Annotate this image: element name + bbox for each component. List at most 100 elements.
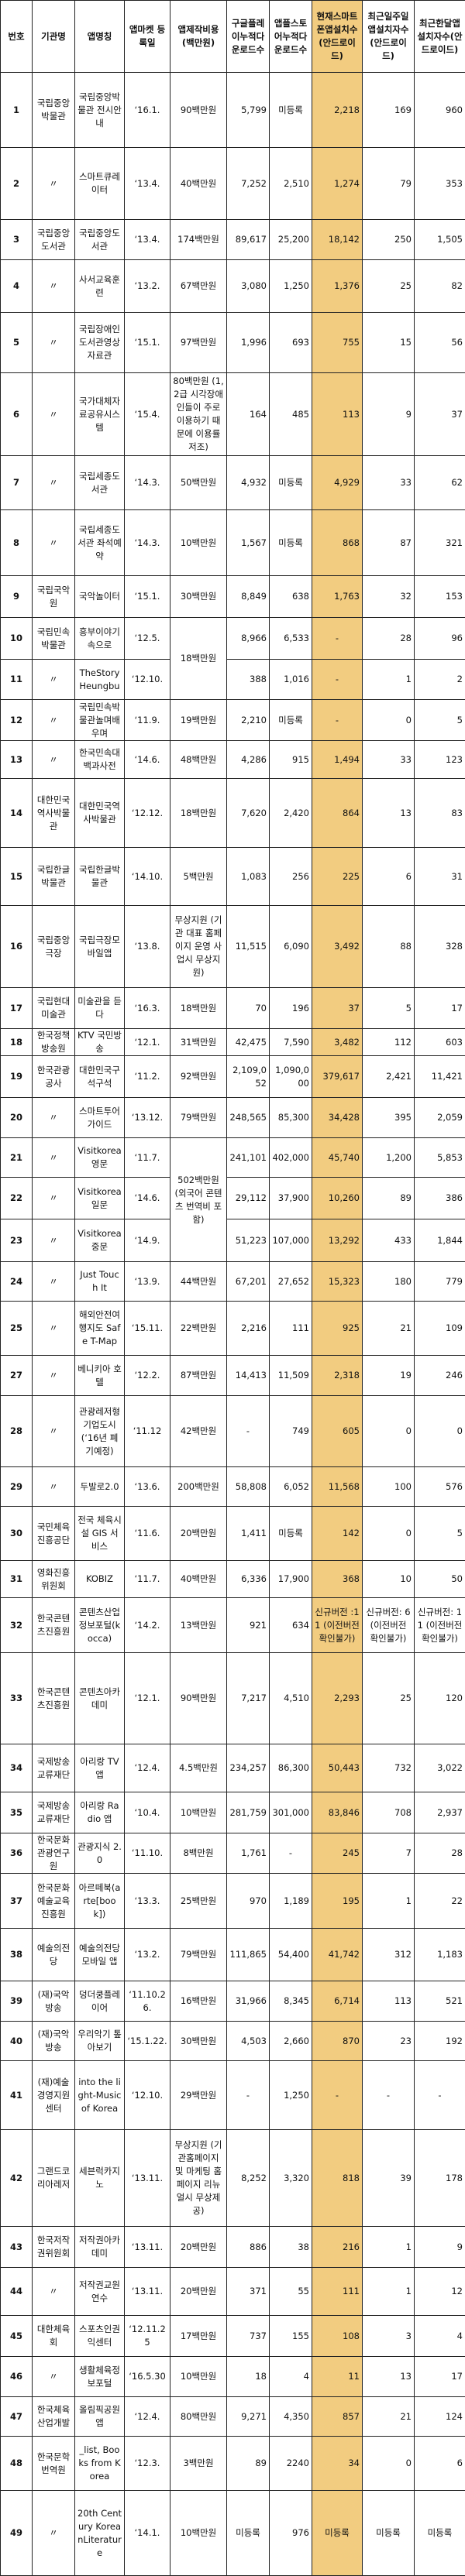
cell-google-downloads: 2,109,052	[226, 1055, 270, 1098]
cell-current-installs: 113	[312, 372, 363, 456]
cell-weekly-installs: 33	[362, 455, 415, 510]
cell-organization: 한국체육산업개발	[32, 2396, 75, 2437]
cell-weekly-installs: 신규버전: 6 (이전버전 확인불가)	[362, 1597, 415, 1653]
cell-weekly-installs: 10	[362, 1560, 415, 1598]
cell-google-downloads: 6,336	[226, 1560, 270, 1598]
cell-weekly-installs: 312	[362, 1928, 415, 1981]
cell-weekly-installs: 732	[362, 1744, 415, 1792]
cell-current-installs: 83,846	[312, 1792, 363, 1833]
cell-appstore-downloads: 693	[269, 312, 312, 373]
table-row: 47 한국체육산업개발 올림픽공원 앱 ‘12.4. 80백만원 9,271 4,350 85…	[0, 2396, 465, 2437]
cell-monthly-installs: 12	[414, 2267, 465, 2316]
cell-google-downloads: 921	[226, 1597, 270, 1653]
cell-organization: 〃	[32, 1261, 75, 1302]
cell-cost: 29백만원	[170, 2060, 227, 2130]
cell-organization: 영화진흥위원회	[32, 1560, 75, 1598]
table-row: 44 〃 저작권교원연수 ‘13.11. 20백만원 371 55 111 1 12	[0, 2267, 465, 2316]
cell-organization: 한국콘텐츠진흥원	[32, 1597, 75, 1653]
cell-current-installs: 34	[312, 2436, 363, 2491]
cell-monthly-installs: 521	[414, 1981, 465, 2022]
cell-appstore-downloads: 미등록	[269, 1506, 312, 1561]
cell-organization: (재)국악방송	[32, 2021, 75, 2061]
cell-appstore-downloads: 485	[269, 372, 312, 456]
header-organization: 기관명	[32, 0, 75, 73]
cell-appstore-downloads: 38	[269, 2226, 312, 2268]
cell-no: 21	[0, 1137, 33, 1178]
cell-google-downloads: 1,761	[226, 1833, 270, 1874]
cell-monthly-installs: 124	[414, 2396, 465, 2437]
cell-current-installs: 870	[312, 2021, 363, 2061]
cell-registration-date: ‘11.6.	[124, 1506, 170, 1561]
cell-monthly-installs: 960	[414, 72, 465, 148]
cell-cost: 30백만원	[170, 575, 227, 618]
cell-weekly-installs: 1	[362, 2226, 415, 2268]
cell-monthly-installs: 353	[414, 147, 465, 220]
cell-weekly-installs: 9	[362, 372, 415, 456]
cell-monthly-installs: -	[414, 2060, 465, 2130]
cell-organization: 〃	[32, 147, 75, 220]
cell-app-name: 올림픽공원 앱	[74, 2396, 125, 2437]
cell-app-name: Visitkorea 영문	[74, 1137, 125, 1178]
cell-monthly-installs: 5	[414, 699, 465, 741]
cell-monthly-installs: 192	[414, 2021, 465, 2061]
table-row: 34 국제방송교류재단 아리랑 TV 앱 ‘12.4. 4.5백만원 234,257 86,…	[0, 1744, 465, 1792]
cell-google-downloads: 8,966	[226, 617, 270, 660]
cell-organization: 〃	[32, 312, 75, 373]
table-row: 45 대한체육회 스포츠인권익센터 ‘12.11.25 17백만원 737 155 108 3 4	[0, 2315, 465, 2357]
cell-google-downloads: 164	[226, 372, 270, 456]
table-row: 39 (재)국악방송 덩더쿵플레이어 ‘11.10.26. 16백만원 31,966 8,3…	[0, 1981, 465, 2022]
header-no: 번호	[0, 0, 33, 73]
cell-google-downloads: 737	[226, 2315, 270, 2357]
cell-current-installs: -	[312, 2060, 363, 2130]
cell-organization: (재)예술경영지원센터	[32, 2060, 75, 2130]
cell-weekly-installs: 180	[362, 1261, 415, 1302]
cell-cost: 17백만원	[170, 2315, 227, 2357]
cell-appstore-downloads: 7,590	[269, 1028, 312, 1056]
cell-registration-date: ‘11.7.	[124, 1137, 170, 1178]
cell-appstore-downloads: 2,510	[269, 147, 312, 220]
cell-google-downloads: 886	[226, 2226, 270, 2268]
table-row: 33 한국콘텐츠진흥원 콘텐츠아카데미 ‘12.1. 90백만원 7,217 4,510 2,…	[0, 1652, 465, 1744]
cell-current-installs: 111	[312, 2267, 363, 2316]
cell-weekly-installs: 1	[362, 2267, 415, 2316]
cell-cost: 13백만원	[170, 1597, 227, 1653]
cell-registration-date: ‘16.1.	[124, 72, 170, 148]
cell-current-installs: 605	[312, 1395, 363, 1467]
cell-weekly-installs: 88	[362, 905, 415, 988]
header-cost: 앱제작비용 (백만원)	[170, 0, 227, 73]
cell-monthly-installs: 37	[414, 372, 465, 456]
cell-google-downloads: 241,101	[226, 1137, 270, 1178]
cell-registration-date: ‘14.3.	[124, 509, 170, 576]
cell-app-name: 한국민속대백과사전	[74, 740, 125, 779]
cell-no: 44	[0, 2267, 33, 2316]
cell-app-name: 생활체육정보포털	[74, 2356, 125, 2397]
cell-registration-date: ‘13.9.	[124, 1261, 170, 1302]
cell-no: 24	[0, 1261, 33, 1302]
table-row: 43 한국저작권위원회 저작권아카데미 ‘13.11. 20백만원 886 38 216 1 9	[0, 2226, 465, 2268]
cell-current-installs: 1,494	[312, 740, 363, 779]
cell-google-downloads: 970	[226, 1873, 270, 1929]
cell-organization: 〃	[32, 1301, 75, 1356]
cell-monthly-installs: 9	[414, 2226, 465, 2268]
cell-organization: 〃	[32, 455, 75, 510]
cell-weekly-installs: 13	[362, 778, 415, 848]
cell-registration-date: ‘14.3.	[124, 455, 170, 510]
cell-current-installs: 13,292	[312, 1219, 363, 1262]
cell-app-name: 저작권교원연수	[74, 2267, 125, 2316]
cell-cost: 79백만원	[170, 1928, 227, 1981]
cell-weekly-installs: 25	[362, 259, 415, 313]
cell-weekly-installs: 3	[362, 2315, 415, 2357]
cell-app-name: 스마트큐레이터	[74, 147, 125, 220]
cell-weekly-installs: 1	[362, 1873, 415, 1929]
cell-app-name: 미술관을 듣다	[74, 987, 125, 1029]
cell-google-downloads: 1,996	[226, 312, 270, 373]
cell-registration-date: ‘11.2.	[124, 1055, 170, 1098]
cell-organization: 〃	[32, 372, 75, 456]
cell-cost: 42백만원	[170, 1395, 227, 1467]
cell-google-downloads: 388	[226, 659, 270, 700]
cell-google-downloads: 7,217	[226, 1652, 270, 1744]
cell-monthly-installs: 62	[414, 455, 465, 510]
table-row: 25 〃 해외안전여행지도 Safe T-Map ‘15.11. 22백만원 2,216 1…	[0, 1301, 465, 1356]
cell-app-name: 국립극장모바일앱	[74, 905, 125, 988]
cell-monthly-installs: 246	[414, 1355, 465, 1396]
